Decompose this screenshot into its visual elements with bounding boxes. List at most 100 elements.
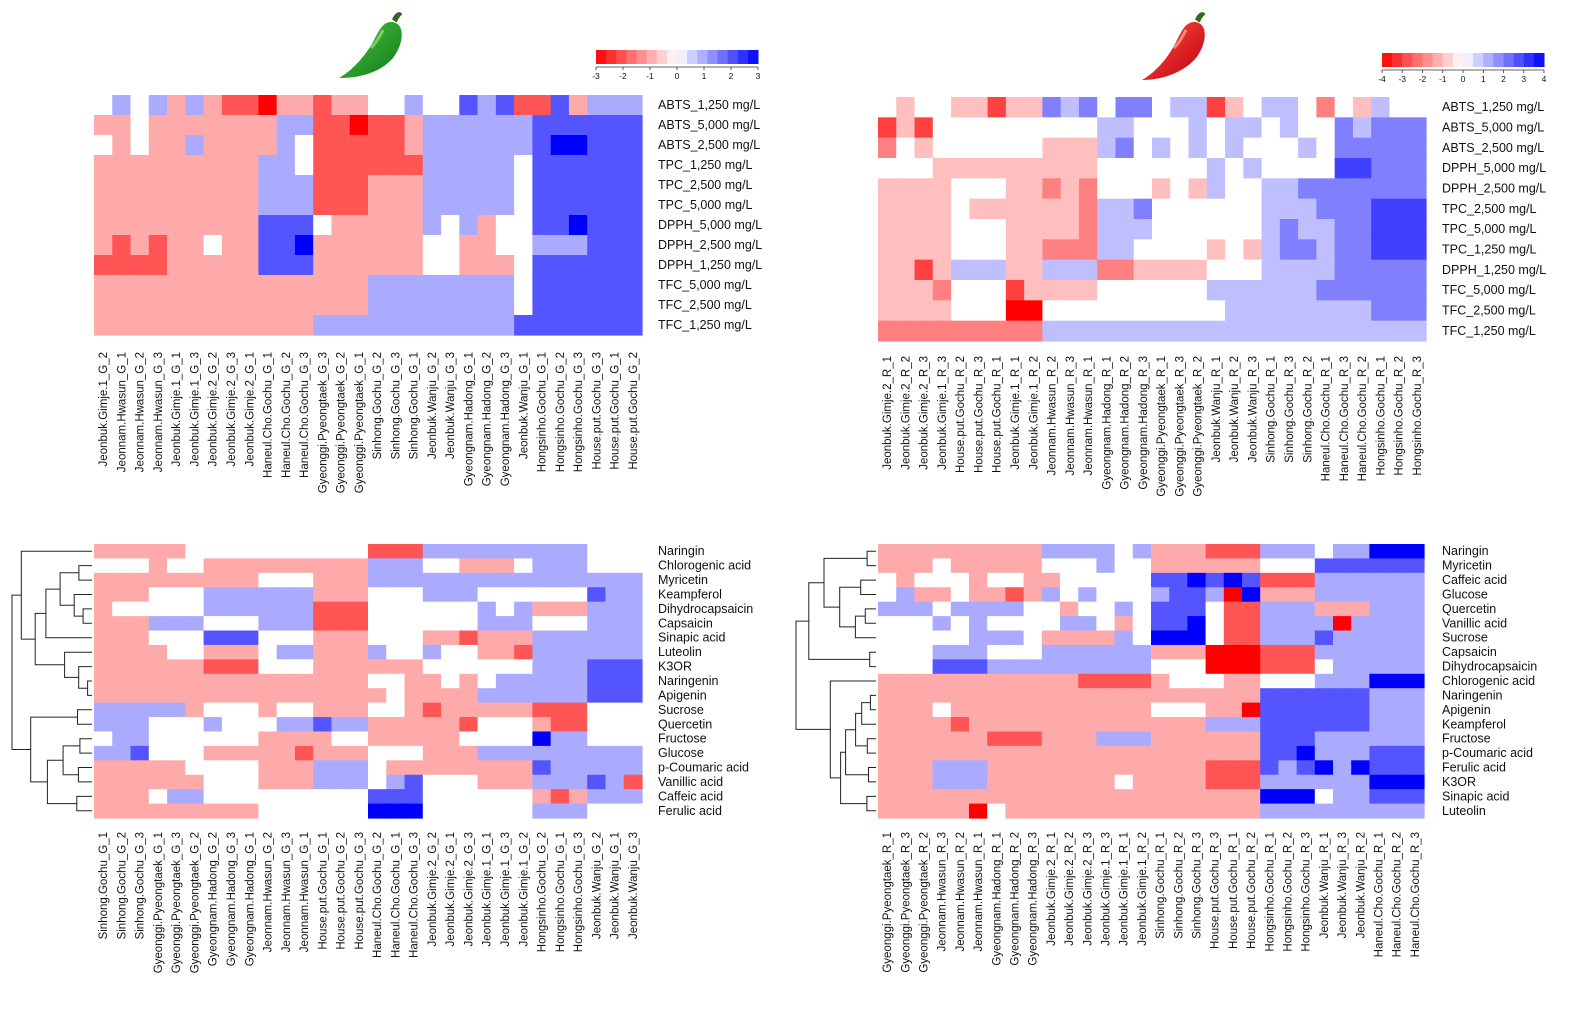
cell-tpc-5-000-mg-l-gyeonggi-pyeongtaek-r-3 (1170, 219, 1190, 240)
cell-dpph-2-500-mg-l-gyeonggi-pyeongtaek-r-2 (1188, 178, 1208, 200)
column-label: Jeonbuk.Gimje.2_R_2 (900, 356, 912, 470)
cell-fructose-jeonnam-hwasun-g-2 (258, 731, 278, 747)
cell-dpph-5-000-mg-l-hongsinho-gochu-r-3 (1407, 158, 1427, 179)
cell-abts-1-250-mg-l-house-put-gochu-g-1 (605, 95, 625, 116)
cell-dpph-1-250-mg-l-jeonbuk-gimje-1-r-2 (1024, 259, 1043, 281)
row-label: Myricetin (1442, 559, 1492, 573)
cell-sucrose-jeonnam-hwasun-g-2 (258, 702, 278, 718)
cell-luteolin-house-put-gochu-g-1 (313, 644, 333, 660)
cell-myricetin-jeonbuk-gimje-2-r-3 (1078, 558, 1097, 574)
cell-abts-1-250-mg-l-gyeonggi-pyeongtaek-g-3 (313, 95, 333, 116)
cell-tfc-1-250-mg-l-jeonbuk-gimje-2-g-2 (203, 315, 223, 336)
cell-apigenin-gyeonggi-pyeongtaek-r-3 (896, 702, 915, 718)
column-label: House.put.Gochu_G_3 (354, 832, 366, 950)
cell-tfc-1-250-mg-l-jeonnam-hwasun-r-3 (1060, 320, 1080, 342)
cell-tpc-5-000-mg-l-jeonbuk-wanju-r-2 (1225, 219, 1244, 240)
cell-p-coumaric-acid-jeonbuk-gimje-2-r-3 (1078, 745, 1097, 761)
cell-k3or-jeonbuk-gimje-2-g-3 (459, 659, 479, 675)
cell-abts-5-000-mg-l-jeonbuk-gimje-1-g-2 (94, 115, 113, 136)
cell-k3or-jeonbuk-wanju-r-3 (1333, 774, 1352, 790)
cell-tfc-5-000-mg-l-gyeonggi-pyeongtaek-r-1 (1152, 280, 1171, 301)
cell-dpph-2-500-mg-l-gyeongnam-hadong-r-3 (1133, 178, 1153, 200)
cell-luteolin-jeonbuk-gimje-1-r-2 (1132, 803, 1152, 819)
cell-vanillic-acid-gyeonggi-pyeongtaek-g-1 (148, 774, 168, 790)
cell-fructose-jeonnam-hwasun-r-1 (969, 731, 988, 747)
cell-keampferol-jeonbuk-gimje-1-g-1 (477, 587, 497, 603)
cell-tfc-5-000-mg-l-gyeongnam-hadong-r-2 (1115, 280, 1135, 301)
cell-caffeic-acid-house-put-gochu-g-1 (313, 789, 333, 805)
cell-tpc-2-500-mg-l-jeonbuk-gimje-2-g-3 (221, 175, 241, 196)
cell-tpc-5-000-mg-l-gyeonggi-pyeongtaek-g-3 (313, 195, 333, 216)
cell-apigenin-haneul-cho-gochu-g-1 (386, 688, 406, 704)
cell-fructose-sinhong-gochu-g-1 (94, 731, 113, 747)
cell-dpph-2-500-mg-l-gyeonggi-pyeongtaek-g-3 (313, 235, 333, 256)
cell-dihydrocapsaicin-gyeongnam-hadong-g-2 (203, 601, 223, 617)
cell-apigenin-house-put-gochu-r-1 (1223, 702, 1243, 718)
cell-dihydrocapsaicin-hongsinho-gochu-r-3 (1296, 659, 1316, 675)
cell-keampferol-jeonbuk-gimje-1-r-2 (1132, 717, 1152, 733)
cell-caffeic-acid-jeonbuk-gimje-1-g-2 (514, 789, 533, 805)
cell-dpph-2-500-mg-l-house-put-gochu-g-3 (587, 235, 607, 256)
cell-k3or-haneul-cho-gochu-r-1 (1369, 774, 1389, 790)
cell-tpc-5-000-mg-l-sinhong-gochu-g-3 (386, 195, 406, 216)
cell-tfc-1-250-mg-l-jeonbuk-gimje-1-r-1 (1005, 320, 1025, 342)
cell-abts-2-500-mg-l-haneul-cho-gochu-r-2 (1352, 137, 1372, 159)
cell-tfc-2-500-mg-l-jeonbuk-wanju-r-3 (1243, 300, 1263, 322)
row-label: Ferulic acid (1442, 761, 1506, 775)
cell-vanillic-acid-jeonbuk-gimje-2-r-1 (1041, 616, 1061, 632)
column-label: Jeonbuk.Wanju_R_1 (1211, 356, 1223, 462)
cell-sucrose-hongsinho-gochu-g-3 (568, 702, 588, 718)
cell-naringin-haneul-cho-gochu-r-2 (1387, 544, 1407, 560)
cell-capsaicin-gyeongnam-hadong-g-2 (203, 616, 223, 632)
column-label: Haneul.Cho.Gochu_R_2 (1357, 356, 1369, 481)
cell-tfc-1-250-mg-l-house-put-gochu-g-2 (623, 315, 643, 336)
cell-tpc-2-500-mg-l-hongsinho-gochu-r-1 (1371, 198, 1391, 220)
cell-naringin-jeonbuk-gimje-1-r-3 (1096, 544, 1116, 560)
cell-keampferol-jeonbuk-gimje-1-g-3 (495, 587, 515, 603)
cell-abts-5-000-mg-l-gyeongnam-hadong-g-3 (495, 115, 515, 136)
cell-tpc-2-500-mg-l-sinhong-gochu-g-2 (368, 175, 387, 196)
cell-chlorogenic-acid-jeonbuk-gimje-1-g-1 (477, 558, 497, 574)
cell-quercetin-gyeonggi-pyeongtaek-r-2 (914, 601, 934, 617)
cell-apigenin-jeonbuk-wanju-g-3 (623, 688, 643, 704)
cell-dihydrocapsaicin-hongsinho-gochu-g-1 (550, 601, 570, 617)
cell-glucose-jeonbuk-gimje-1-g-1 (477, 745, 497, 761)
cell-capsaicin-jeonnam-hwasun-g-3 (276, 616, 296, 632)
cell-abts-5-000-mg-l-haneul-cho-gochu-g-1 (258, 115, 278, 136)
cell-k3or-gyeongnam-hadong-r-1 (987, 774, 1006, 790)
cell-tpc-5-000-mg-l-jeonbuk-gimje-1-g-2 (94, 195, 113, 216)
cell-dpph-1-250-mg-l-gyeonggi-pyeongtaek-g-2 (331, 255, 351, 276)
cell-fructose-haneul-cho-gochu-g-2 (368, 731, 387, 747)
cell-p-coumaric-acid-house-put-gochu-r-1 (1223, 745, 1243, 761)
cell-apigenin-jeonnam-hwasun-r-3 (932, 702, 952, 718)
cell-keampferol-sinhong-gochu-g-1 (94, 587, 113, 603)
cell-abts-5-000-mg-l-hongsinho-gochu-g-1 (532, 115, 552, 136)
cell-apigenin-sinhong-gochu-g-3 (130, 688, 150, 704)
cell-abts-1-250-mg-l-haneul-cho-gochu-r-3 (1334, 97, 1354, 118)
cell-apigenin-sinhong-gochu-g-1 (94, 688, 113, 704)
cell-tfc-2-500-mg-l-jeonbuk-gimje-2-g-3 (221, 295, 241, 316)
row-label: ABTS_1,250 mg/L (658, 98, 760, 112)
cell-tpc-2-500-mg-l-haneul-cho-gochu-g-3 (294, 175, 314, 196)
row-dendrogram (11, 550, 92, 812)
cell-keampferol-hongsinho-gochu-g-2 (532, 587, 552, 603)
cell-sinapic-acid-gyeongnam-hadong-r-1 (987, 789, 1006, 805)
cell-dpph-5-000-mg-l-jeonbuk-gimje-1-r-1 (1005, 158, 1025, 179)
cell-ferulic-acid-jeonbuk-wanju-r-2 (1351, 760, 1370, 776)
cell-tfc-2-500-mg-l-haneul-cho-gochu-g-2 (276, 295, 296, 316)
cell-sucrose-house-put-gochu-g-3 (349, 702, 369, 718)
cell-quercetin-jeonbuk-gimje-1-r-1 (1114, 601, 1134, 617)
cell-glucose-jeonbuk-gimje-1-g-2 (514, 745, 533, 761)
cell-abts-1-250-mg-l-hongsinho-gochu-r-3 (1407, 97, 1427, 118)
cell-dpph-5-000-mg-l-jeonnam-hwasun-r-3 (1060, 158, 1080, 179)
cell-sucrose-jeonbuk-wanju-r-3 (1333, 630, 1352, 646)
cell-luteolin-sinhong-gochu-r-3 (1187, 803, 1207, 819)
cell-tfc-5-000-mg-l-jeonnam-hwasun-g-2 (130, 275, 150, 296)
cell-tpc-2-500-mg-l-jeonbuk-wanju-g-3 (441, 175, 460, 196)
cell-dpph-5-000-mg-l-house-put-gochu-r-2 (951, 158, 970, 179)
cell-p-coumaric-acid-gyeongnam-hadong-g-2 (203, 760, 223, 776)
legend-tick-label: -1 (646, 71, 654, 81)
cell-capsaicin-hongsinho-gochu-g-3 (568, 616, 588, 632)
cell-abts-2-500-mg-l-jeonbuk-wanju-r-1 (1206, 137, 1226, 159)
cell-quercetin-jeonbuk-gimje-1-r-2 (1132, 601, 1152, 617)
